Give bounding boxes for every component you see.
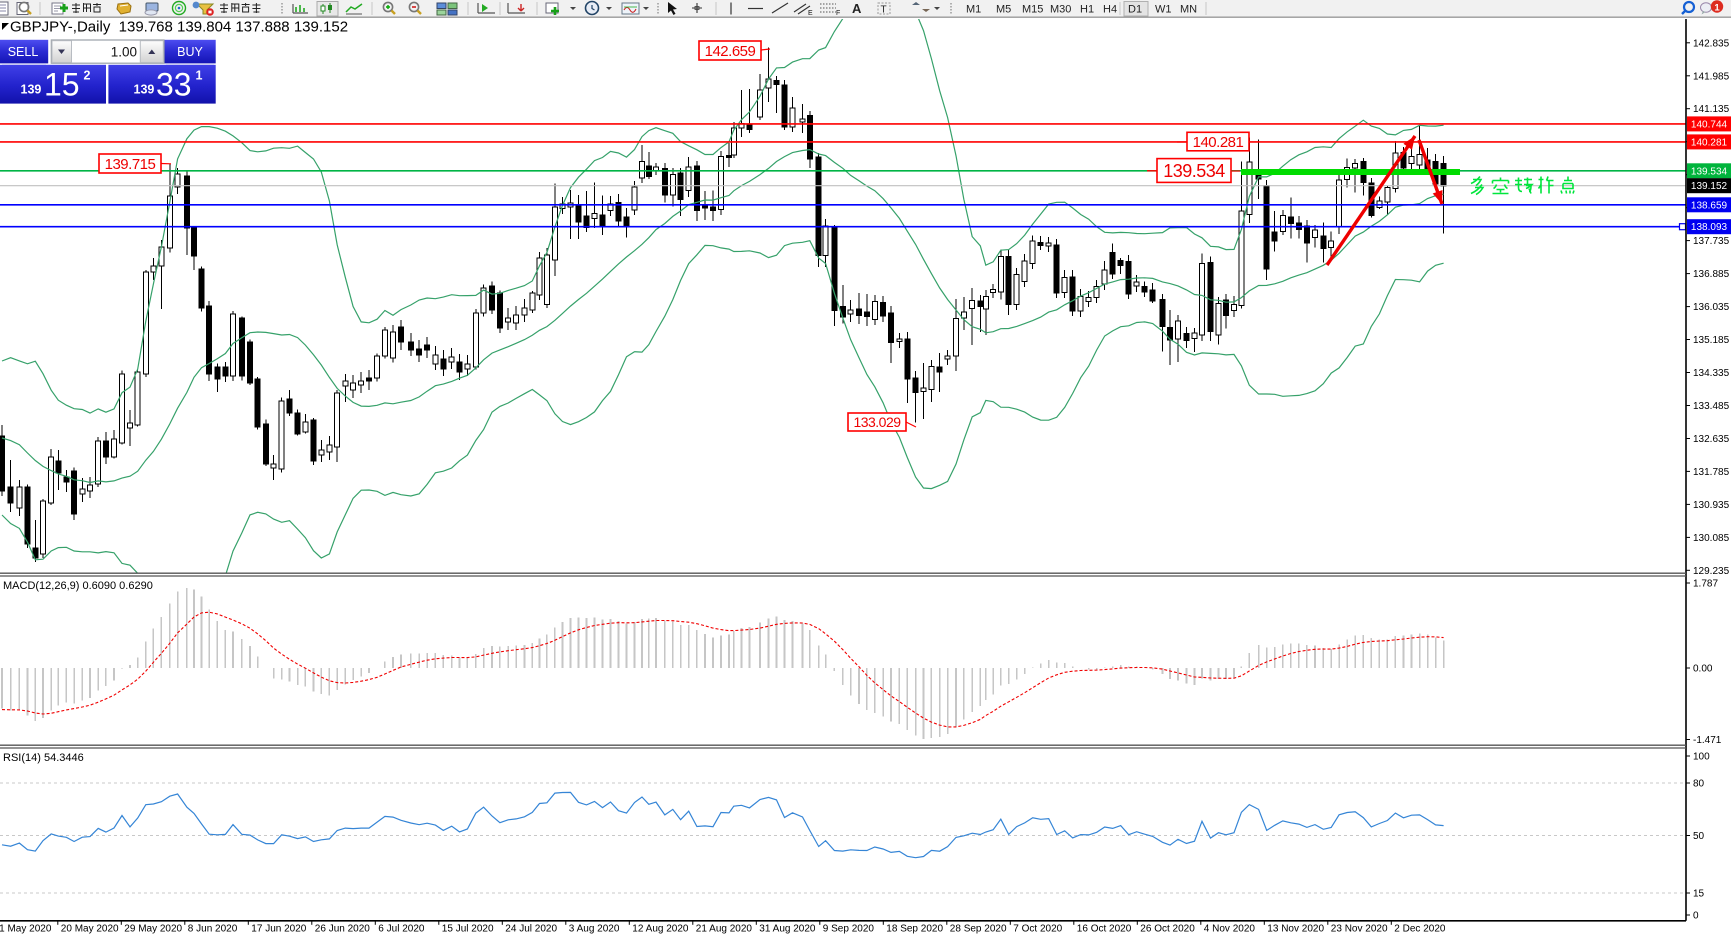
svg-text:17 Jun 2020: 17 Jun 2020 [251,924,306,935]
svg-text:26 Oct 2020: 26 Oct 2020 [1140,924,1195,935]
svg-text:23 Nov 2020: 23 Nov 2020 [1331,924,1388,935]
svg-text:15: 15 [1693,889,1705,900]
svg-text:26 Jun 2020: 26 Jun 2020 [315,924,370,935]
svg-text:18 Sep 2020: 18 Sep 2020 [886,924,943,935]
svg-text:11 May 2020: 11 May 2020 [0,924,52,935]
svg-text:28 Sep 2020: 28 Sep 2020 [950,924,1007,935]
svg-text:138.093: 138.093 [1691,222,1728,233]
svg-text:15: 15 [44,67,80,103]
svg-text:8 Jun 2020: 8 Jun 2020 [188,924,238,935]
svg-text:BUY: BUY [177,45,203,59]
svg-text:6 Jul 2020: 6 Jul 2020 [378,924,425,935]
svg-text:M5: M5 [996,4,1011,16]
svg-text:SELL: SELL [8,45,39,59]
svg-text:RSI(14) 54.3446: RSI(14) 54.3446 [3,752,84,764]
svg-text:F: F [836,10,840,17]
svg-text:GBPJPY-,Daily 139.768 139.804: GBPJPY-,Daily 139.768 139.804 137.888 13… [10,19,348,36]
svg-text:13 Nov 2020: 13 Nov 2020 [1267,924,1324,935]
svg-text:138.659: 138.659 [1691,200,1728,211]
svg-text:H4: H4 [1103,4,1117,16]
svg-text:12 Aug 2020: 12 Aug 2020 [632,924,689,935]
svg-text:139.534: 139.534 [1691,166,1728,177]
svg-text:100: 100 [1693,752,1710,763]
svg-text:134.335: 134.335 [1693,368,1730,379]
svg-text:4 Nov 2020: 4 Nov 2020 [1204,924,1256,935]
svg-text:29 May 2020: 29 May 2020 [124,924,182,935]
svg-text:142.835: 142.835 [1693,38,1730,49]
svg-text:139: 139 [134,83,155,97]
svg-text:1: 1 [1714,3,1720,14]
svg-text:33: 33 [156,67,192,103]
svg-text:15 Jul 2020: 15 Jul 2020 [442,924,494,935]
svg-text:H1: H1 [1080,4,1094,16]
svg-text:M30: M30 [1050,4,1071,16]
svg-text:2 Dec 2020: 2 Dec 2020 [1394,924,1446,935]
svg-text:140.744: 140.744 [1691,119,1728,130]
svg-text:50: 50 [1693,831,1705,842]
svg-text:A: A [852,1,862,16]
svg-text:132.635: 132.635 [1693,434,1730,445]
svg-text:W1: W1 [1155,4,1172,16]
svg-text:136.035: 136.035 [1693,302,1730,313]
svg-text:D1: D1 [1128,4,1142,16]
svg-text:9 Sep 2020: 9 Sep 2020 [823,924,875,935]
svg-text:1.787: 1.787 [1693,579,1718,590]
svg-text:2: 2 [84,69,91,83]
svg-text:MACD(12,26,9) 0.6090 0.6290: MACD(12,26,9) 0.6090 0.6290 [3,580,153,592]
svg-text:1.00: 1.00 [111,45,137,60]
svg-text:-1.471: -1.471 [1693,735,1722,746]
svg-text:T: T [881,5,887,16]
svg-text:139: 139 [21,83,42,97]
svg-text:1: 1 [196,69,203,83]
svg-text:3 Aug 2020: 3 Aug 2020 [569,924,620,935]
svg-text:7 Oct 2020: 7 Oct 2020 [1013,924,1062,935]
svg-text:20 May 2020: 20 May 2020 [61,924,119,935]
svg-text:139.534: 139.534 [1163,161,1225,181]
svg-text:21 Aug 2020: 21 Aug 2020 [696,924,753,935]
svg-text:130.935: 130.935 [1693,500,1730,511]
svg-text:139.152: 139.152 [1691,181,1728,192]
svg-text:M1: M1 [966,4,981,16]
svg-text:135.185: 135.185 [1693,335,1730,346]
svg-text:142.659: 142.659 [705,43,756,60]
svg-text:133.485: 133.485 [1693,401,1730,412]
svg-text:139.715: 139.715 [105,156,156,173]
svg-text:24 Jul 2020: 24 Jul 2020 [505,924,557,935]
svg-text:129.235: 129.235 [1693,566,1730,577]
svg-text:131.785: 131.785 [1693,467,1730,478]
svg-text:M15: M15 [1022,4,1043,16]
svg-text:E: E [808,10,813,17]
svg-text:140.281: 140.281 [1193,134,1244,151]
svg-text:0: 0 [1693,911,1699,922]
svg-text:80: 80 [1693,779,1705,790]
svg-text:31 Aug 2020: 31 Aug 2020 [759,924,816,935]
svg-text:141.135: 141.135 [1693,104,1730,115]
svg-text:136.885: 136.885 [1693,269,1730,280]
svg-text:140.281: 140.281 [1691,137,1728,148]
svg-text:MN: MN [1180,4,1197,16]
svg-text:0.00: 0.00 [1693,664,1713,675]
svg-text:16 Oct 2020: 16 Oct 2020 [1077,924,1132,935]
svg-text:141.985: 141.985 [1693,71,1730,82]
svg-text:130.085: 130.085 [1693,533,1730,544]
svg-text:137.735: 137.735 [1693,236,1730,247]
svg-text:133.029: 133.029 [853,414,901,430]
